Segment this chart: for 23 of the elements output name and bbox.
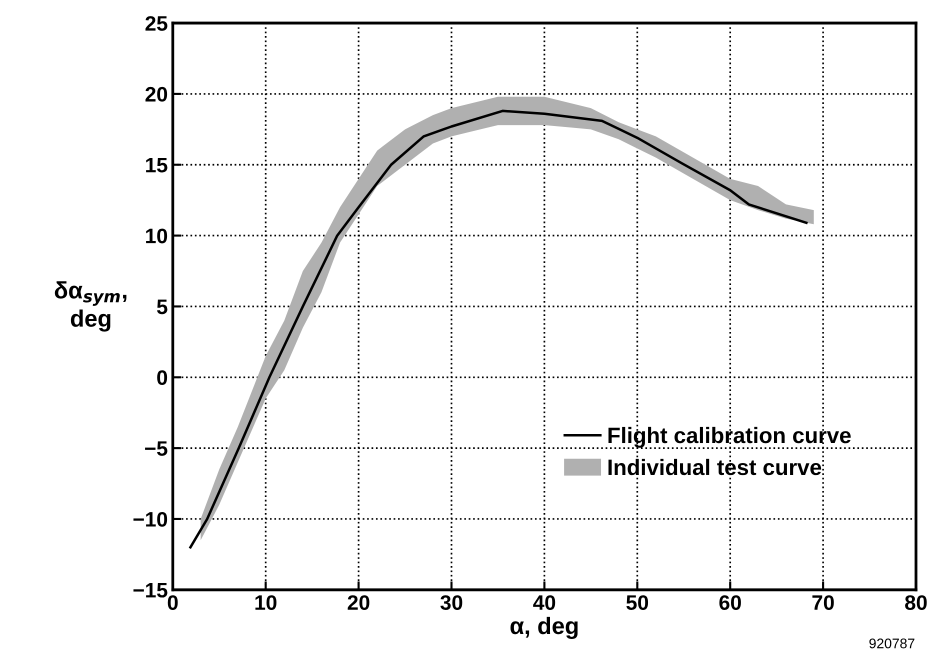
legend-label: Individual test curve: [608, 458, 822, 476]
x-tick-label: 70: [812, 595, 834, 610]
y-tick-label: 0: [157, 370, 168, 386]
y-tick-label: −10: [133, 512, 168, 527]
y-tick-label: 5: [156, 300, 168, 314]
x-tick-label: 50: [626, 595, 648, 610]
x-tick-label: 0: [168, 595, 178, 610]
x-tick-label: 60: [719, 595, 741, 610]
y-tick-label: 20: [145, 86, 168, 102]
x-tick-label: 40: [533, 595, 556, 610]
y-tick-label: 15: [146, 158, 168, 173]
x-axis-title: α, deg: [510, 616, 578, 639]
y-tick-label: −15: [133, 583, 168, 598]
y-tick-label: 10: [146, 228, 168, 244]
y-tick-label: −5: [145, 441, 168, 456]
text: 920787: [869, 638, 914, 648]
x-tick-label: 80: [905, 595, 927, 610]
x-tick-label: 30: [440, 595, 462, 610]
y-axis-title: δα$_{sym}$, deg: [54, 281, 126, 332]
y-tick-label: 25: [145, 16, 168, 31]
x-tick-label: 10: [255, 595, 276, 610]
legend-label: Flight calibration curve: [608, 426, 851, 448]
x-tick-label: 20: [348, 595, 370, 610]
